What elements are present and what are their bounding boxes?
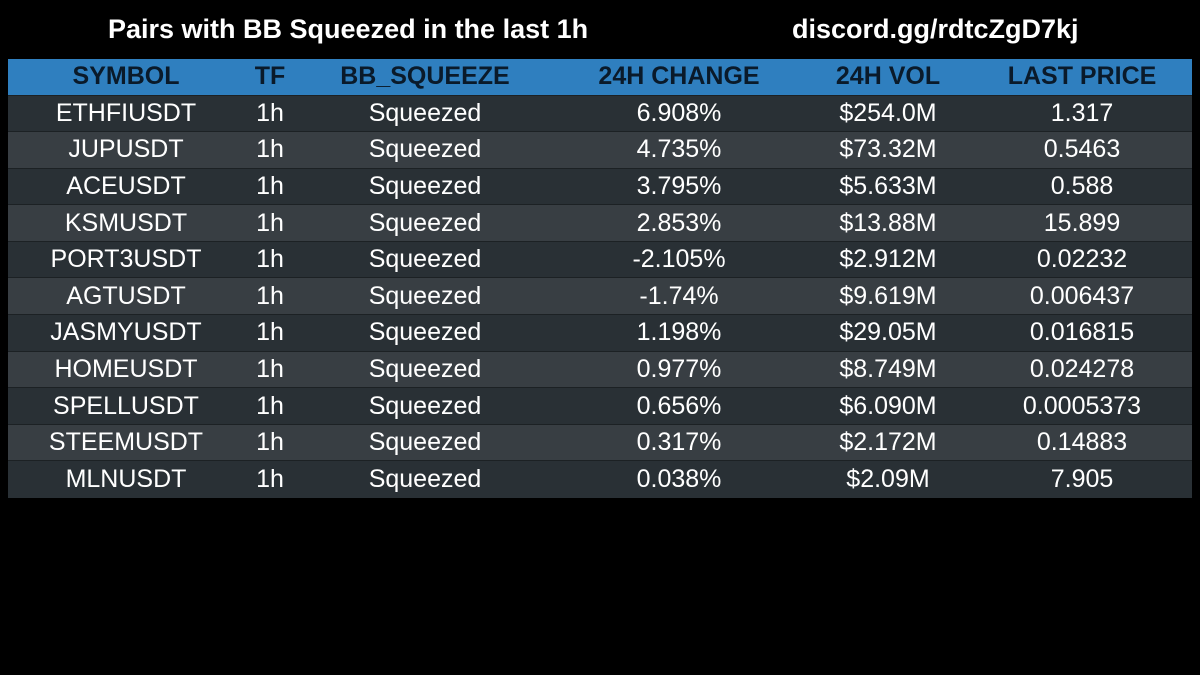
column-header-bb-squeeze: BB_SQUEEZE xyxy=(340,62,510,91)
price-cell: 0.016815 xyxy=(1029,318,1135,347)
change-cell: -2.105% xyxy=(632,245,726,274)
price-cell: 0.14883 xyxy=(1036,428,1128,457)
squeeze-table: SYMBOL TF BB_SQUEEZE 24H CHANGE 24H VOL … xyxy=(8,59,1192,498)
table-row: HOMEUSDT 1h Squeezed 0.977% $8.749M 0.024278 xyxy=(8,351,1192,388)
change-cell: 0.656% xyxy=(636,391,722,420)
symbol-cell: ETHFIUSDT xyxy=(55,98,197,127)
volume-cell: $2.912M xyxy=(839,245,937,274)
column-header-24h-change: 24H CHANGE xyxy=(598,62,760,91)
tf-cell: 1h xyxy=(256,135,284,164)
column-header-tf: TF xyxy=(254,62,286,91)
tf-cell: 1h xyxy=(256,245,284,274)
table-row: SPELLUSDT 1h Squeezed 0.656% $6.090M 0.000537… xyxy=(8,387,1192,425)
tf-cell: 1h xyxy=(256,354,284,383)
symbol-cell: PORT3USDT xyxy=(50,245,202,274)
table-row: MLNUSDT 1h Squeezed 0.038% $2.09M 7.905 xyxy=(8,460,1192,498)
table-row: JASMYUSDT 1h Squeezed 1.198% $29.05M 0.016815 xyxy=(8,314,1192,352)
table-row: ETHFIUSDT 1h Squeezed 6.908% $254.0M 1.317 xyxy=(8,95,1192,132)
page-title: Pairs with BB Squeezed in the last 1h xyxy=(108,14,589,44)
change-cell: 6.908% xyxy=(636,98,722,127)
volume-cell: $5.633M xyxy=(839,171,937,200)
tf-cell: 1h xyxy=(256,464,284,493)
symbol-cell: AGTUSDT xyxy=(66,281,186,310)
change-cell: 0.317% xyxy=(636,428,722,457)
table-row: ACEUSDT 1h Squeezed 3.795% $5.633M 0.588 xyxy=(8,168,1192,205)
tf-cell: 1h xyxy=(256,171,284,200)
symbol-cell: KSMUSDT xyxy=(64,208,188,237)
discord-link[interactable]: discord.gg/rdtcZgD7kj xyxy=(792,14,1079,44)
bb-squeeze-cell: Squeezed xyxy=(368,98,482,127)
bb-squeeze-cell: Squeezed xyxy=(368,391,482,420)
tf-cell: 1h xyxy=(256,391,284,420)
bb-squeeze-cell: Squeezed xyxy=(368,135,482,164)
change-cell: 1.198% xyxy=(636,318,722,347)
volume-cell: $29.05M xyxy=(839,318,937,347)
price-cell: 0.02232 xyxy=(1036,245,1128,274)
column-header-last-price: LAST PRICE xyxy=(1007,62,1157,91)
volume-cell: $6.090M xyxy=(839,391,937,420)
change-cell: 0.977% xyxy=(636,354,722,383)
change-cell: 4.735% xyxy=(636,135,722,164)
tf-cell: 1h xyxy=(256,208,284,237)
table-header-row: SYMBOL TF BB_SQUEEZE 24H CHANGE 24H VOL … xyxy=(8,59,1192,95)
column-header-symbol: SYMBOL xyxy=(72,62,180,91)
bb-squeeze-cell: Squeezed xyxy=(368,354,482,383)
table-row: STEEMUSDT 1h Squeezed 0.317% $2.172M 0.14883 xyxy=(8,424,1192,461)
symbol-cell: JUPUSDT xyxy=(68,135,184,164)
change-cell: 3.795% xyxy=(636,171,722,200)
volume-cell: $2.172M xyxy=(839,428,937,457)
table-row: JUPUSDT 1h Squeezed 4.735% $73.32M 0.5463 xyxy=(8,131,1192,169)
tf-cell: 1h xyxy=(256,281,284,310)
bb-squeeze-cell: Squeezed xyxy=(368,428,482,457)
price-cell: 0.0005373 xyxy=(1022,391,1142,420)
price-cell: 7.905 xyxy=(1050,464,1114,493)
tf-cell: 1h xyxy=(256,428,284,457)
table-row: KSMUSDT 1h Squeezed 2.853% $13.88M 15.899 xyxy=(8,204,1192,242)
volume-cell: $9.619M xyxy=(839,281,937,310)
volume-cell: $254.0M xyxy=(839,98,937,127)
change-cell: 2.853% xyxy=(636,208,722,237)
symbol-cell: SPELLUSDT xyxy=(53,391,199,420)
column-header-24h-vol: 24H VOL xyxy=(835,62,941,91)
tf-cell: 1h xyxy=(256,98,284,127)
symbol-cell: ACEUSDT xyxy=(66,171,186,200)
bb-squeeze-cell: Squeezed xyxy=(368,171,482,200)
symbol-cell: HOMEUSDT xyxy=(54,354,198,383)
volume-cell: $2.09M xyxy=(846,464,930,493)
symbol-cell: MLNUSDT xyxy=(65,464,187,493)
symbol-cell: STEEMUSDT xyxy=(48,428,204,457)
bb-squeeze-cell: Squeezed xyxy=(368,464,482,493)
price-cell: 0.024278 xyxy=(1029,354,1135,383)
change-cell: 0.038% xyxy=(636,464,722,493)
volume-cell: $13.88M xyxy=(839,208,937,237)
bb-squeeze-cell: Squeezed xyxy=(368,208,482,237)
price-cell: 0.006437 xyxy=(1029,281,1135,310)
table-row: PORT3USDT 1h Squeezed -2.105% $2.912M 0.02232 xyxy=(8,241,1192,278)
table-body: ETHFIUSDT 1h Squeezed 6.908% $254.0M 1.317 JUP… xyxy=(8,95,1192,498)
volume-cell: $8.749M xyxy=(839,354,937,383)
table-row: AGTUSDT 1h Squeezed -1.74% $9.619M 0.006437 xyxy=(8,277,1192,315)
change-cell: -1.74% xyxy=(639,281,719,310)
price-cell: 1.317 xyxy=(1050,98,1114,127)
bb-squeeze-cell: Squeezed xyxy=(368,318,482,347)
price-cell: 0.5463 xyxy=(1043,135,1121,164)
bb-squeeze-cell: Squeezed xyxy=(368,245,482,274)
price-cell: 0.588 xyxy=(1050,171,1114,200)
symbol-cell: JASMYUSDT xyxy=(50,318,202,347)
bb-squeeze-cell: Squeezed xyxy=(368,281,482,310)
price-cell: 15.899 xyxy=(1043,208,1121,237)
tf-cell: 1h xyxy=(256,318,284,347)
volume-cell: $73.32M xyxy=(839,135,937,164)
